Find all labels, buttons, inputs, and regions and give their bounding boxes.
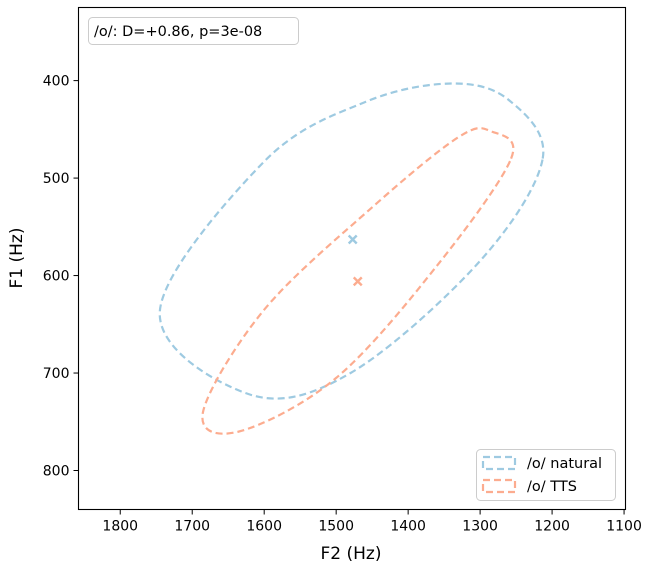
- legend-label: /o/ TTS: [527, 479, 577, 495]
- annotation-text: /o/: D=+0.86, p=3e-08: [94, 24, 262, 40]
- legend-swatch: [481, 455, 517, 471]
- annotation-box: /o/: D=+0.86, p=3e-08: [88, 17, 299, 45]
- y-tick-label: 600: [43, 269, 70, 285]
- legend-label: /o/ natural: [527, 456, 602, 472]
- y-axis-title: F1 (Hz): [7, 228, 27, 289]
- x-tick-label: 1500: [318, 519, 354, 535]
- mean-marker-tts: [352, 276, 363, 287]
- x-tick-label: 1200: [534, 519, 570, 535]
- x-tick-label: 1700: [174, 519, 210, 535]
- y-tick-label: 800: [43, 464, 70, 480]
- ellipse-natural: [158, 82, 545, 400]
- legend-swatch: [481, 478, 517, 494]
- x-tick-label: 1300: [462, 519, 498, 535]
- plot-frame: [77, 6, 627, 511]
- y-axis-ticks: 400 500 600 700 800: [43, 74, 79, 480]
- mean-marker-natural: [347, 234, 358, 245]
- x-axis-ticks: 1800 1700 1600 1500 1400 1300 1200 1100: [102, 509, 642, 535]
- x-tick-label: 1800: [102, 519, 138, 535]
- y-tick-label: 500: [43, 171, 70, 187]
- y-tick-label: 400: [43, 74, 70, 90]
- y-tick-label: 700: [43, 366, 70, 382]
- legend: /o/ natural/o/ TTS: [476, 449, 616, 501]
- x-axis-title: F2 (Hz): [321, 544, 382, 564]
- x-tick-label: 1100: [606, 519, 642, 535]
- series-layer: [158, 82, 545, 435]
- x-tick-label: 1400: [390, 519, 426, 535]
- x-tick-label: 1600: [246, 519, 282, 535]
